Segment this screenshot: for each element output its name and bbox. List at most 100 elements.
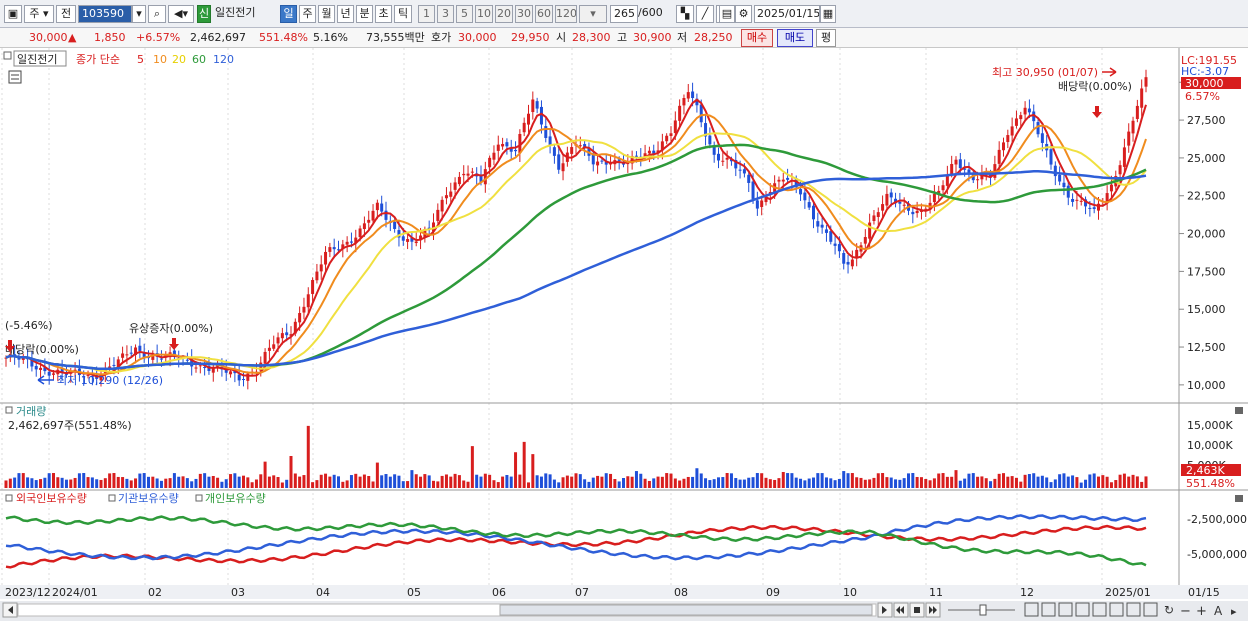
overlay-icon[interactable] (1041, 602, 1056, 617)
search-icon[interactable]: ⌕ (148, 5, 166, 23)
period-tick-tab[interactable]: 틱 (394, 5, 412, 23)
candle-body (600, 160, 604, 162)
period-day-tab[interactable]: 일 (280, 5, 297, 23)
interval-120-button[interactable]: 120 (555, 5, 577, 23)
chart-type-icon[interactable] (1126, 602, 1141, 617)
volume-bar (1014, 477, 1018, 488)
date-input[interactable]: 2025/01/15 (754, 5, 820, 23)
candle-body (734, 160, 738, 169)
interval-60-button[interactable]: 60 (535, 5, 553, 23)
volume-bar (764, 477, 768, 488)
volume-bar (1144, 476, 1148, 488)
holdings-legend-individual-icon (195, 494, 203, 502)
interval-30-button[interactable]: 30 (515, 5, 533, 23)
font-size-icon[interactable]: A (1214, 604, 1223, 618)
volume-bar (993, 478, 997, 488)
quote-amount: 73,555백만 (366, 31, 425, 44)
volume-bar (142, 473, 146, 488)
window-icon[interactable]: ▣ (4, 5, 22, 23)
volume-bar (932, 478, 936, 488)
candle-body (501, 143, 505, 147)
interval-3-button[interactable]: 3 (437, 5, 454, 23)
holdings-panel-icon[interactable] (5, 494, 13, 502)
zoom-in-icon[interactable]: + (1196, 604, 1207, 619)
buy-button[interactable]: 매수 (741, 29, 773, 47)
scrollbar-thumb[interactable] (499, 604, 873, 616)
volume-bar (354, 473, 358, 488)
interval-5-button[interactable]: 5 (456, 5, 473, 23)
date-value: 2025/01/15 (757, 7, 820, 20)
zoom-slider-thumb[interactable] (979, 604, 987, 616)
save-icon[interactable]: ▤ (719, 5, 735, 23)
grid-icon[interactable] (1058, 602, 1073, 617)
volume-bar (190, 481, 194, 488)
volume-bar (26, 477, 30, 488)
compare-icon[interactable]: ▚ (676, 5, 694, 23)
volume-panel-icon[interactable] (5, 406, 13, 414)
volume-bar (483, 473, 487, 488)
volume-panel-close-icon[interactable] (1235, 407, 1243, 414)
sell-button[interactable]: 매도 (777, 29, 813, 47)
stock-code-input[interactable]: 103590 (78, 5, 132, 23)
period-month-tab[interactable]: 월 (318, 5, 335, 23)
volume-bar (682, 478, 686, 488)
zoom-reset-icon[interactable]: ↻ (1164, 603, 1174, 617)
period-week-tab[interactable]: 주 (299, 5, 316, 23)
layout-icon[interactable] (1024, 602, 1039, 617)
quote-high-label: 고 (617, 31, 628, 44)
print-icon[interactable] (1092, 602, 1107, 617)
holdings-panel-close-icon[interactable] (1235, 495, 1243, 502)
chart-area[interactable]: 일진전기 종가 단순 5 10 20 60 120 (-5.46%) 배당락(0… (0, 48, 1248, 621)
interval-10-button[interactable]: 10 (475, 5, 493, 23)
interval-20-button[interactable]: 20 (495, 5, 513, 23)
volume-bar (790, 473, 794, 488)
candle-body (764, 196, 768, 203)
gear-icon[interactable]: ⚙ (735, 5, 752, 23)
scroll-end-icon[interactable]: ▸ (1231, 605, 1237, 618)
sound-icon[interactable]: ◀▾ (168, 5, 194, 23)
candle-body (868, 222, 872, 239)
interval-1-button[interactable]: 1 (418, 5, 435, 23)
market-type-select[interactable]: 주 ▾ (24, 5, 54, 23)
mode-button[interactable]: 전 (56, 5, 76, 23)
eval-button[interactable]: 평 (816, 29, 836, 47)
period-day-label: 일 (283, 7, 294, 20)
period-second-tab[interactable]: 초 (375, 5, 392, 23)
interval-dropdown[interactable]: ▾ (579, 5, 607, 23)
period-year-tab[interactable]: 년 (337, 5, 354, 23)
candle-body (324, 251, 328, 265)
ma-legend-120: 120 (213, 53, 234, 66)
price-panel-tag[interactable] (13, 50, 67, 67)
volume-bar (388, 476, 392, 488)
draw-tool-icon[interactable]: ╱ (696, 5, 714, 23)
dividend-marker-right (1092, 106, 1102, 118)
candle-body (660, 141, 664, 151)
annotation-dividend-left: 배당락(0.00%) (5, 343, 79, 356)
volume-bar (77, 473, 81, 488)
holdings-tick-2500000: -2,500,000 (1187, 513, 1247, 526)
quote-low: 28,250 (694, 31, 733, 44)
volume-bar (345, 480, 349, 488)
quote-volume: 2,462,697 (190, 31, 246, 44)
candle-body (332, 247, 336, 250)
volume-bar (604, 473, 608, 488)
code-dropdown-icon[interactable]: ▾ (132, 5, 146, 23)
count-input[interactable]: 265 (610, 5, 638, 23)
candle-body (1122, 147, 1126, 167)
crosshair-icon[interactable] (1075, 602, 1090, 617)
candle-body (354, 237, 358, 244)
volume-bar (557, 482, 561, 488)
volume-bar (181, 476, 185, 488)
table-icon[interactable] (1109, 602, 1124, 617)
candle-body (462, 173, 466, 176)
candle-body (229, 371, 233, 375)
data-table-icon[interactable] (8, 70, 22, 84)
calendar-icon[interactable]: ▦ (820, 5, 836, 23)
period-minute-tab[interactable]: 분 (356, 5, 373, 23)
price-tick-label: 22,500 (1187, 190, 1226, 203)
panel-collapse-icon[interactable] (3, 51, 12, 60)
zoom-out-icon[interactable]: − (1180, 604, 1191, 619)
candle-body (997, 149, 1001, 164)
fit-icon[interactable] (1143, 602, 1158, 617)
volume-bar (151, 476, 155, 488)
